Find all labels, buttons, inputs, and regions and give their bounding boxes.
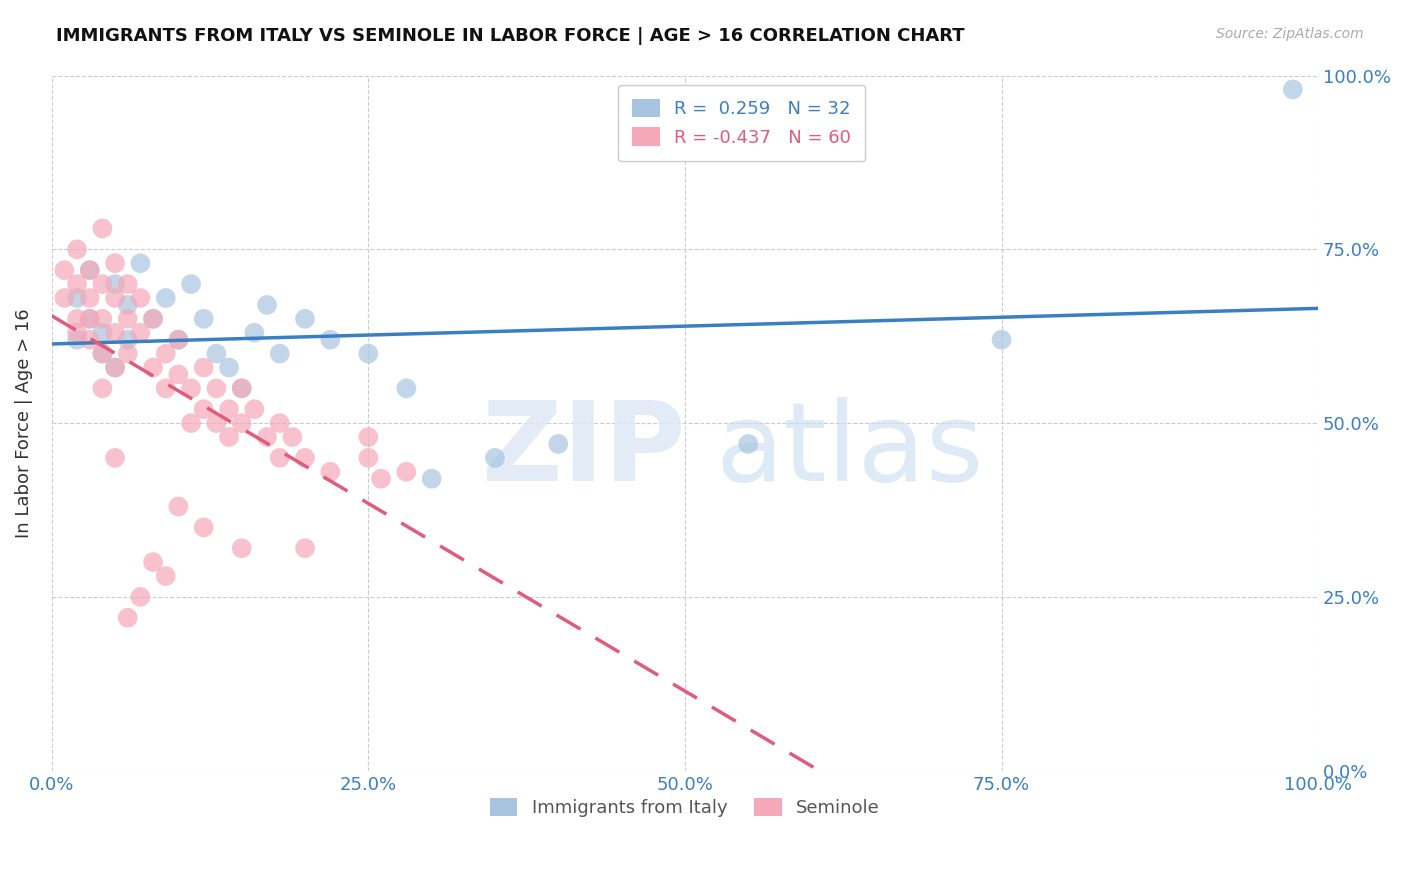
Point	[269, 450, 291, 465]
Text: ZIP: ZIP	[482, 398, 685, 504]
Point	[218, 402, 240, 417]
Point	[990, 333, 1012, 347]
Point	[180, 277, 202, 291]
Point	[294, 311, 316, 326]
Point	[218, 430, 240, 444]
Point	[243, 402, 266, 417]
Point	[129, 326, 152, 340]
Point	[129, 590, 152, 604]
Point	[104, 360, 127, 375]
Point	[117, 298, 139, 312]
Point	[117, 277, 139, 291]
Point	[167, 368, 190, 382]
Point	[256, 298, 278, 312]
Point	[193, 311, 215, 326]
Point	[167, 333, 190, 347]
Point	[117, 611, 139, 625]
Point	[66, 291, 89, 305]
Point	[205, 346, 228, 360]
Text: IMMIGRANTS FROM ITALY VS SEMINOLE IN LABOR FORCE | AGE > 16 CORRELATION CHART: IMMIGRANTS FROM ITALY VS SEMINOLE IN LAB…	[56, 27, 965, 45]
Point	[319, 465, 342, 479]
Point	[91, 346, 114, 360]
Point	[155, 346, 177, 360]
Point	[117, 311, 139, 326]
Legend: Immigrants from Italy, Seminole: Immigrants from Italy, Seminole	[484, 790, 887, 824]
Point	[193, 360, 215, 375]
Point	[142, 311, 165, 326]
Point	[91, 346, 114, 360]
Point	[91, 277, 114, 291]
Point	[243, 326, 266, 340]
Point	[737, 437, 759, 451]
Point	[547, 437, 569, 451]
Point	[205, 416, 228, 430]
Point	[357, 450, 380, 465]
Point	[104, 291, 127, 305]
Point	[484, 450, 506, 465]
Point	[79, 333, 101, 347]
Point	[155, 381, 177, 395]
Point	[91, 311, 114, 326]
Point	[319, 333, 342, 347]
Point	[117, 346, 139, 360]
Point	[53, 291, 76, 305]
Point	[269, 416, 291, 430]
Point	[104, 326, 127, 340]
Point	[193, 402, 215, 417]
Point	[66, 277, 89, 291]
Point	[142, 360, 165, 375]
Point	[420, 472, 443, 486]
Point	[256, 430, 278, 444]
Point	[104, 256, 127, 270]
Point	[91, 326, 114, 340]
Point	[104, 360, 127, 375]
Y-axis label: In Labor Force | Age > 16: In Labor Force | Age > 16	[15, 309, 32, 538]
Point	[231, 541, 253, 556]
Point	[155, 569, 177, 583]
Point	[53, 263, 76, 277]
Point	[231, 381, 253, 395]
Point	[66, 333, 89, 347]
Point	[79, 311, 101, 326]
Point	[66, 242, 89, 256]
Point	[167, 333, 190, 347]
Point	[142, 311, 165, 326]
Point	[395, 381, 418, 395]
Point	[231, 416, 253, 430]
Point	[142, 555, 165, 569]
Point	[129, 256, 152, 270]
Point	[294, 450, 316, 465]
Point	[180, 416, 202, 430]
Point	[79, 311, 101, 326]
Point	[193, 520, 215, 534]
Point	[91, 381, 114, 395]
Point	[395, 465, 418, 479]
Point	[79, 291, 101, 305]
Point	[155, 291, 177, 305]
Point	[269, 346, 291, 360]
Point	[294, 541, 316, 556]
Point	[91, 221, 114, 235]
Point	[104, 277, 127, 291]
Point	[104, 450, 127, 465]
Point	[167, 500, 190, 514]
Point	[205, 381, 228, 395]
Point	[79, 263, 101, 277]
Point	[79, 263, 101, 277]
Point	[66, 326, 89, 340]
Point	[370, 472, 392, 486]
Point	[231, 381, 253, 395]
Point	[357, 430, 380, 444]
Text: Source: ZipAtlas.com: Source: ZipAtlas.com	[1216, 27, 1364, 41]
Point	[66, 311, 89, 326]
Point	[357, 346, 380, 360]
Point	[180, 381, 202, 395]
Point	[117, 333, 139, 347]
Point	[1281, 82, 1303, 96]
Point	[129, 291, 152, 305]
Point	[218, 360, 240, 375]
Text: atlas: atlas	[716, 398, 984, 504]
Point	[281, 430, 304, 444]
